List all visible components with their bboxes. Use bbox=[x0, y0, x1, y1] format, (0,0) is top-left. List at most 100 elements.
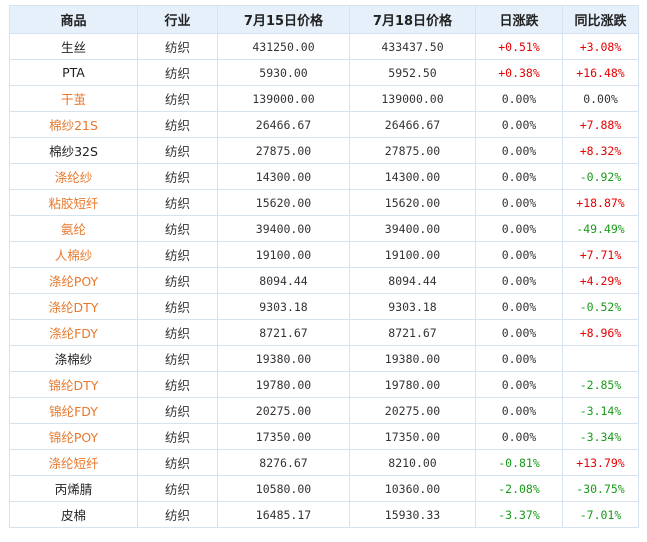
price-jul15-cell: 8276.67 bbox=[217, 449, 350, 476]
price-jul18-cell: 39400.00 bbox=[349, 215, 476, 242]
table-row: 涤纶FDY 纺织 8721.67 8721.67 0.00% +8.96% bbox=[9, 319, 639, 346]
price-jul18-cell: 19100.00 bbox=[349, 241, 476, 268]
daily-change-cell: -3.37% bbox=[475, 501, 563, 528]
daily-change-cell: -2.08% bbox=[475, 475, 563, 502]
yoy-change-cell: +8.32% bbox=[562, 137, 639, 164]
table-row: 棉纱32S 纺织 27875.00 27875.00 0.00% +8.32% bbox=[9, 137, 639, 164]
header-industry: 行业 bbox=[137, 5, 218, 34]
industry-cell: 纺织 bbox=[137, 397, 218, 424]
yoy-change-cell bbox=[562, 345, 639, 372]
price-jul18-cell: 17350.00 bbox=[349, 423, 476, 450]
table-row: 涤纶短纤 纺织 8276.67 8210.00 -0.81% +13.79% bbox=[9, 449, 639, 476]
yoy-change-cell: -49.49% bbox=[562, 215, 639, 242]
price-jul18-cell: 15620.00 bbox=[349, 189, 476, 216]
table-row: 锦纶POY 纺织 17350.00 17350.00 0.00% -3.34% bbox=[9, 423, 639, 450]
commodity-name: 丙烯腈 bbox=[9, 475, 138, 502]
daily-change-cell: 0.00% bbox=[475, 85, 563, 112]
table-row: 皮棉 纺织 16485.17 15930.33 -3.37% -7.01% bbox=[9, 501, 639, 528]
industry-cell: 纺织 bbox=[137, 267, 218, 294]
price-jul15-cell: 27875.00 bbox=[217, 137, 350, 164]
daily-change-cell: 0.00% bbox=[475, 267, 563, 294]
price-table-container: 商品 行业 7月15日价格 7月18日价格 日涨跌 同比涨跌 生丝 纺织 43125… bbox=[9, 5, 639, 528]
header-commodity: 商品 bbox=[9, 5, 138, 34]
price-jul15-cell: 19780.00 bbox=[217, 371, 350, 398]
commodity-name[interactable]: 人棉纱 bbox=[9, 241, 138, 268]
daily-change-cell: 0.00% bbox=[475, 163, 563, 190]
industry-cell: 纺织 bbox=[137, 189, 218, 216]
price-jul15-cell: 9303.18 bbox=[217, 293, 350, 320]
yoy-change-cell: +13.79% bbox=[562, 449, 639, 476]
table-row: 棉纱21S 纺织 26466.67 26466.67 0.00% +7.88% bbox=[9, 111, 639, 138]
table-body: 生丝 纺织 431250.00 433437.50 +0.51% +3.08% PTA 纺织 5… bbox=[9, 33, 639, 528]
commodity-price-table: 商品 行业 7月15日价格 7月18日价格 日涨跌 同比涨跌 生丝 纺织 43125… bbox=[9, 5, 639, 528]
yoy-change-cell: 0.00% bbox=[562, 85, 639, 112]
price-jul18-cell: 8210.00 bbox=[349, 449, 476, 476]
industry-cell: 纺织 bbox=[137, 33, 218, 60]
price-jul18-cell: 14300.00 bbox=[349, 163, 476, 190]
yoy-change-cell: -30.75% bbox=[562, 475, 639, 502]
header-daily-change: 日涨跌 bbox=[475, 5, 563, 34]
yoy-change-cell: +8.96% bbox=[562, 319, 639, 346]
commodity-name[interactable]: 锦纶DTY bbox=[9, 371, 138, 398]
table-header-row: 商品 行业 7月15日价格 7月18日价格 日涨跌 同比涨跌 bbox=[9, 5, 639, 34]
daily-change-cell: 0.00% bbox=[475, 241, 563, 268]
commodity-name[interactable]: 粘胶短纤 bbox=[9, 189, 138, 216]
yoy-change-cell: +4.29% bbox=[562, 267, 639, 294]
table-row: 涤纶DTY 纺织 9303.18 9303.18 0.00% -0.52% bbox=[9, 293, 639, 320]
commodity-name[interactable]: 棉纱21S bbox=[9, 111, 138, 138]
industry-cell: 纺织 bbox=[137, 163, 218, 190]
commodity-name: 棉纱32S bbox=[9, 137, 138, 164]
price-jul18-cell: 19780.00 bbox=[349, 371, 476, 398]
table-row: 氨纶 纺织 39400.00 39400.00 0.00% -49.49% bbox=[9, 215, 639, 242]
daily-change-cell: 0.00% bbox=[475, 189, 563, 216]
commodity-name[interactable]: 涤纶FDY bbox=[9, 319, 138, 346]
yoy-change-cell: -7.01% bbox=[562, 501, 639, 528]
industry-cell: 纺织 bbox=[137, 449, 218, 476]
price-jul18-cell: 20275.00 bbox=[349, 397, 476, 424]
commodity-name[interactable]: 涤纶短纤 bbox=[9, 449, 138, 476]
daily-change-cell: 0.00% bbox=[475, 293, 563, 320]
daily-change-cell: 0.00% bbox=[475, 137, 563, 164]
industry-cell: 纺织 bbox=[137, 371, 218, 398]
yoy-change-cell: +3.08% bbox=[562, 33, 639, 60]
yoy-change-cell: +7.88% bbox=[562, 111, 639, 138]
price-jul15-cell: 139000.00 bbox=[217, 85, 350, 112]
industry-cell: 纺织 bbox=[137, 137, 218, 164]
price-jul18-cell: 8094.44 bbox=[349, 267, 476, 294]
yoy-change-cell: -3.14% bbox=[562, 397, 639, 424]
header-yoy-change: 同比涨跌 bbox=[562, 5, 639, 34]
price-jul15-cell: 5930.00 bbox=[217, 59, 350, 86]
table-row: 丙烯腈 纺织 10580.00 10360.00 -2.08% -30.75% bbox=[9, 475, 639, 502]
industry-cell: 纺织 bbox=[137, 423, 218, 450]
commodity-name: 涤棉纱 bbox=[9, 345, 138, 372]
price-jul15-cell: 8094.44 bbox=[217, 267, 350, 294]
table-row: 干茧 纺织 139000.00 139000.00 0.00% 0.00% bbox=[9, 85, 639, 112]
industry-cell: 纺织 bbox=[137, 319, 218, 346]
industry-cell: 纺织 bbox=[137, 293, 218, 320]
commodity-name[interactable]: 氨纶 bbox=[9, 215, 138, 242]
daily-change-cell: 0.00% bbox=[475, 345, 563, 372]
header-price-jul18: 7月18日价格 bbox=[349, 5, 476, 34]
price-jul18-cell: 433437.50 bbox=[349, 33, 476, 60]
price-jul15-cell: 17350.00 bbox=[217, 423, 350, 450]
price-jul18-cell: 10360.00 bbox=[349, 475, 476, 502]
commodity-name[interactable]: 涤纶DTY bbox=[9, 293, 138, 320]
yoy-change-cell: +7.71% bbox=[562, 241, 639, 268]
yoy-change-cell: +16.48% bbox=[562, 59, 639, 86]
table-row: 生丝 纺织 431250.00 433437.50 +0.51% +3.08% bbox=[9, 33, 639, 60]
table-row: 涤纶纱 纺织 14300.00 14300.00 0.00% -0.92% bbox=[9, 163, 639, 190]
table-row: 锦纶DTY 纺织 19780.00 19780.00 0.00% -2.85% bbox=[9, 371, 639, 398]
commodity-name[interactable]: 涤纶POY bbox=[9, 267, 138, 294]
yoy-change-cell: -3.34% bbox=[562, 423, 639, 450]
table-row: 涤纶POY 纺织 8094.44 8094.44 0.00% +4.29% bbox=[9, 267, 639, 294]
commodity-name[interactable]: 涤纶纱 bbox=[9, 163, 138, 190]
yoy-change-cell: +18.87% bbox=[562, 189, 639, 216]
industry-cell: 纺织 bbox=[137, 85, 218, 112]
commodity-name[interactable]: 锦纶FDY bbox=[9, 397, 138, 424]
commodity-name[interactable]: 干茧 bbox=[9, 85, 138, 112]
industry-cell: 纺织 bbox=[137, 111, 218, 138]
table-row: 涤棉纱 纺织 19380.00 19380.00 0.00% bbox=[9, 345, 639, 372]
industry-cell: 纺织 bbox=[137, 501, 218, 528]
commodity-name[interactable]: 锦纶POY bbox=[9, 423, 138, 450]
daily-change-cell: 0.00% bbox=[475, 215, 563, 242]
